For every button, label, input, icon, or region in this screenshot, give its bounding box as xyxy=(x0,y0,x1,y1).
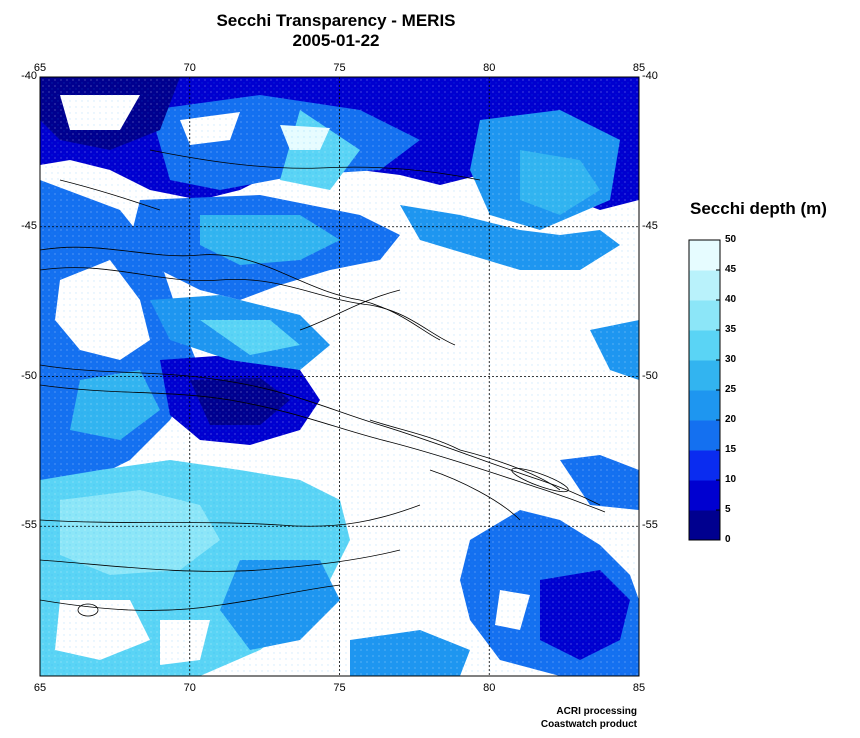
lat-tick-right: -55 xyxy=(642,519,658,532)
lat-tick-left: -45 xyxy=(21,219,37,232)
colorbar-swatch xyxy=(689,270,720,301)
map-date: 2005-01-22 xyxy=(292,31,380,50)
map-area xyxy=(40,77,639,676)
credit-product: Coastwatch product xyxy=(540,719,637,730)
lon-tick-bottom: 80 xyxy=(483,682,496,694)
colorbar-label: 30 xyxy=(725,354,737,365)
colorbar-swatch xyxy=(689,300,720,331)
colorbar-label: 35 xyxy=(725,324,737,335)
lon-tick-bottom: 75 xyxy=(333,682,346,694)
colorbar-swatch xyxy=(689,510,720,541)
lat-tick-right: -45 xyxy=(642,219,658,232)
lat-tick-left: -50 xyxy=(21,369,37,382)
map-frame xyxy=(39,76,640,677)
colorbar-swatch xyxy=(689,450,720,481)
lat-tick-right: -50 xyxy=(642,369,658,382)
colorbar-swatch xyxy=(689,360,720,391)
lon-tick-top: 80 xyxy=(483,62,496,74)
legend-title: Secchi depth (m) xyxy=(690,199,827,218)
lon-tick-bottom: 70 xyxy=(183,682,196,694)
colorbar-swatch xyxy=(689,390,720,421)
lon-tick-top: 65 xyxy=(33,62,47,74)
colorbar-label: 10 xyxy=(725,474,737,485)
lat-tick-left: -55 xyxy=(21,519,37,532)
colorbar-swatch xyxy=(689,420,720,451)
colorbar-label: 15 xyxy=(725,444,737,455)
map-title: Secchi Transparency - MERIS xyxy=(216,11,456,30)
colorbar-label: 20 xyxy=(725,414,737,425)
lon-tick-top: 70 xyxy=(183,62,196,74)
colorbar-label: 45 xyxy=(725,264,737,275)
lon-tick-top: 75 xyxy=(333,62,346,74)
lon-tick-bottom: 85 xyxy=(632,682,646,694)
lat-tick-left: -40 xyxy=(21,70,37,82)
colorbar-swatch xyxy=(689,480,720,511)
lon-tick-top: 85 xyxy=(632,62,646,74)
colorbar-label: 40 xyxy=(725,294,737,305)
colorbar-label: 5 xyxy=(725,504,731,515)
colorbar-label: 25 xyxy=(725,384,737,395)
lat-tick-right: -40 xyxy=(642,70,658,82)
lon-tick-bottom: 65 xyxy=(33,682,47,694)
colorbar-label: 50 xyxy=(725,234,737,245)
colorbar-swatch xyxy=(689,240,720,271)
credit-processing: ACRI processing xyxy=(556,706,637,717)
colorbar xyxy=(688,239,721,541)
colorbar-swatch xyxy=(689,330,720,361)
colorbar-label: 0 xyxy=(725,534,731,545)
